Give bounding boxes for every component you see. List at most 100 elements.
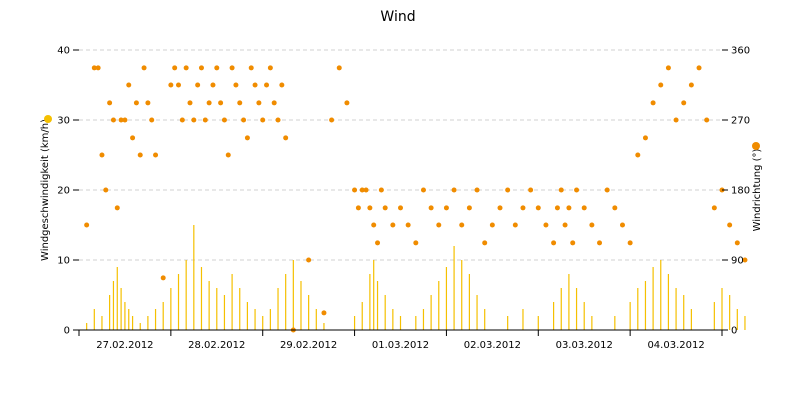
direction-point (650, 100, 656, 106)
direction-point (103, 187, 109, 193)
direction-point (466, 205, 472, 211)
speed-bar (177, 274, 180, 330)
direction-point (267, 65, 273, 71)
speed-bar (399, 316, 402, 330)
speed-bar (522, 309, 524, 330)
x-tick-label: 04.03.2012 (647, 340, 704, 351)
speed-bar (353, 316, 356, 330)
direction-point (172, 65, 178, 71)
speed-bar (552, 302, 555, 330)
direction-point (118, 117, 124, 123)
direction-point (642, 135, 648, 141)
speed-bar (254, 309, 256, 330)
speed-bar (128, 309, 130, 330)
direction-point (734, 240, 740, 246)
speed-bar (185, 260, 187, 330)
direction-point (279, 82, 285, 88)
direction-point (436, 222, 442, 228)
direction-point (114, 205, 120, 211)
speed-bar (200, 267, 203, 330)
direction-point (336, 65, 342, 71)
speed-bar (614, 316, 616, 330)
direction-point (191, 117, 197, 123)
x-tick-label: 03.03.2012 (556, 340, 613, 351)
direction-point (505, 187, 511, 193)
speed-bar (568, 274, 570, 330)
speed-bar (445, 267, 448, 330)
direction-point (183, 65, 189, 71)
speed-bar (124, 302, 126, 330)
direction-point (520, 205, 526, 211)
direction-point (248, 65, 254, 71)
direction-point (554, 205, 560, 211)
speed-bar (239, 288, 241, 330)
direction-point (562, 222, 568, 228)
speed-bar (300, 281, 302, 330)
speed-bar (683, 295, 685, 330)
direction-point (543, 222, 549, 228)
direction-point (214, 65, 220, 71)
direction-point (107, 100, 113, 106)
speed-bar (476, 295, 478, 330)
direction-point (619, 222, 625, 228)
speed-legend-marker (44, 115, 52, 123)
speed-bar (484, 309, 486, 330)
direction-point (218, 100, 224, 106)
y-left-tick-label: 0 (64, 326, 70, 337)
direction-points (84, 65, 748, 333)
y-left-tick-label: 30 (57, 116, 70, 127)
direction-point (612, 205, 618, 211)
speed-bar (644, 281, 647, 330)
y-axis-right-ticks: 0 90 180 270 360 (722, 46, 750, 337)
speed-bar (147, 316, 149, 330)
direction-point (443, 205, 449, 211)
speed-bar (112, 281, 115, 330)
direction-point (673, 117, 679, 123)
direction-point (681, 100, 687, 106)
speed-bar (392, 309, 394, 330)
x-tick-label: 01.03.2012 (372, 340, 429, 351)
y-right-tick-label: 270 (731, 116, 750, 127)
direction-point (363, 187, 369, 193)
direction-point (688, 82, 694, 88)
y-right-tick-label: 0 (731, 326, 737, 337)
speed-bar (223, 295, 226, 330)
speed-bar (422, 309, 425, 330)
x-axis-ticks: 27.02.2012 28.02.2012 29.02.2012 01.03.2012… (78, 330, 723, 351)
direction-point (711, 205, 717, 211)
direction-point (405, 222, 411, 228)
speed-bar (583, 302, 585, 330)
direction-point (589, 222, 595, 228)
direction-point (244, 135, 250, 141)
speed-bar (461, 260, 463, 330)
direction-point (359, 187, 365, 193)
direction-point (168, 82, 174, 88)
direction-point (130, 135, 136, 141)
speed-bar (721, 288, 723, 330)
direction-point (344, 100, 350, 106)
speed-bar (116, 267, 118, 330)
direction-point (635, 152, 641, 158)
y-axis-left-title: Windgeschwindigkeit (km/h) (40, 119, 51, 261)
speed-bar (93, 309, 95, 330)
direction-point (225, 152, 231, 158)
direction-point (271, 100, 277, 106)
speed-bar (415, 316, 417, 330)
y-right-tick-label: 180 (731, 186, 750, 197)
speed-bar (660, 260, 662, 330)
speed-bar (308, 295, 310, 330)
direction-point (512, 222, 518, 228)
direction-point (574, 187, 580, 193)
x-tick-label: 02.03.2012 (464, 340, 521, 351)
direction-point (727, 222, 733, 228)
direction-point (665, 65, 671, 71)
direction-point (179, 117, 185, 123)
direction-point (597, 240, 603, 246)
speed-bar (575, 288, 578, 330)
speed-bar (109, 295, 111, 330)
y-axis-left-ticks: 0 10 20 30 40 (57, 46, 79, 337)
direction-point (375, 240, 381, 246)
direction-point (99, 152, 105, 158)
direction-point (202, 117, 208, 123)
